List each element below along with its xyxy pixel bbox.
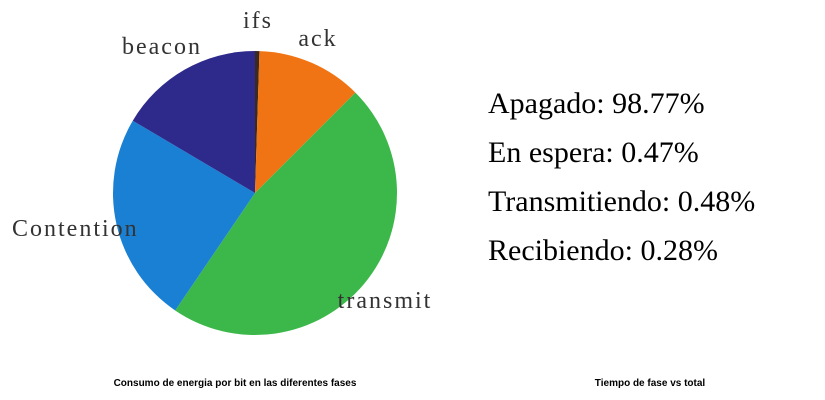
stat-line: Apagado: 98.77% — [488, 87, 705, 120]
slice-label: beacon — [122, 34, 202, 60]
pie-slice — [112, 120, 255, 311]
slice-label: transmit — [338, 288, 433, 314]
pie-slice — [132, 51, 255, 193]
panel-caption: Tiempo de fase vs total — [595, 378, 706, 389]
stat-line: Recibiendo: 0.28% — [488, 234, 718, 267]
pie-slice — [255, 51, 356, 193]
stat-line: En espera: 0.47% — [488, 136, 699, 169]
stat-line: Transmitiendo: 0.48% — [488, 185, 755, 218]
slice-label: ifs — [243, 8, 273, 34]
chart-caption: Consumo de energia por bit en las difere… — [114, 378, 357, 389]
pie-slice — [255, 51, 260, 193]
pie-slice — [175, 92, 397, 335]
slice-label: Contention — [12, 216, 139, 242]
slice-label: ack — [298, 26, 337, 52]
